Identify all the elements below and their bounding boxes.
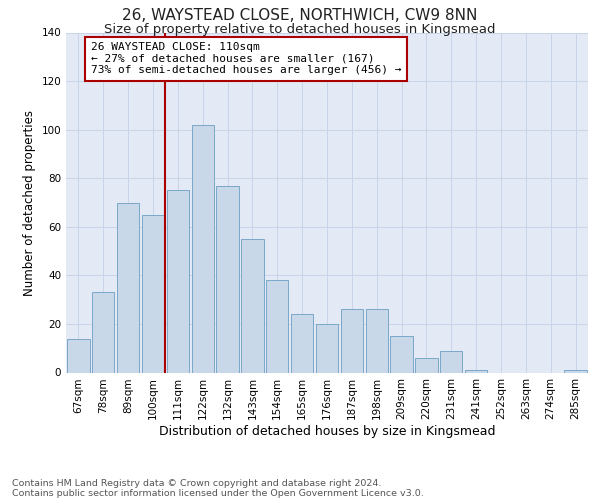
Bar [341,310,363,372]
Text: Size of property relative to detached houses in Kingsmead: Size of property relative to detached ho… [104,22,496,36]
Bar [117,202,139,372]
Bar [565,370,587,372]
Bar [67,338,89,372]
Bar [92,292,115,372]
Y-axis label: Number of detached properties: Number of detached properties [23,110,36,296]
Bar [167,190,189,372]
Bar [266,280,289,372]
Bar [191,125,214,372]
Bar [142,214,164,372]
Text: Contains public sector information licensed under the Open Government Licence v3: Contains public sector information licen… [12,488,424,498]
Bar [365,310,388,372]
Bar [440,350,463,372]
Bar [465,370,487,372]
Text: Contains HM Land Registry data © Crown copyright and database right 2024.: Contains HM Land Registry data © Crown c… [12,478,382,488]
Bar [291,314,313,372]
Bar [391,336,413,372]
Text: 26 WAYSTEAD CLOSE: 110sqm
← 27% of detached houses are smaller (167)
73% of semi: 26 WAYSTEAD CLOSE: 110sqm ← 27% of detac… [91,42,401,76]
Text: 26, WAYSTEAD CLOSE, NORTHWICH, CW9 8NN: 26, WAYSTEAD CLOSE, NORTHWICH, CW9 8NN [122,8,478,22]
X-axis label: Distribution of detached houses by size in Kingsmead: Distribution of detached houses by size … [159,425,495,438]
Bar [316,324,338,372]
Bar [217,186,239,372]
Bar [415,358,437,372]
Bar [241,239,263,372]
